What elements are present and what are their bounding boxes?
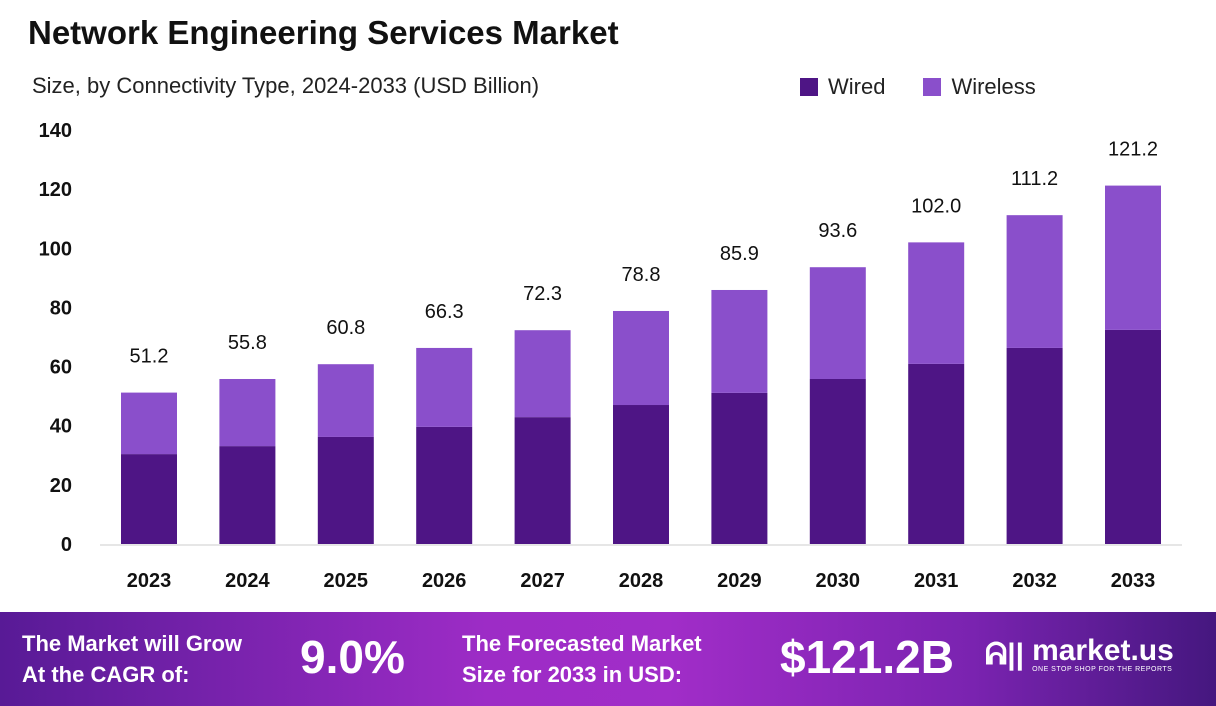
data-label-2027: 72.3 [523,283,562,305]
bar-wireless-2026 [416,347,473,427]
data-label-2030: 93.6 [818,220,857,242]
data-label-2028: 78.8 [622,264,661,286]
legend-swatch-wired [800,78,818,96]
bar-wired-2029 [711,392,768,544]
bar-wireless-2030 [809,267,866,379]
bar-wireless-2028 [613,310,669,406]
bar-wired-2030 [809,378,866,544]
y-tick-label: 60 [50,357,72,379]
x-tick-label: 2028 [619,570,664,592]
cagr-label: The Market will Grow At the CAGR of: [22,628,242,690]
y-tick-label: 40 [50,416,72,438]
y-tick-label: 80 [50,297,72,319]
x-tick-label: 2026 [422,570,467,592]
bar-wired-2023 [121,454,177,544]
bar-wireless-2031 [908,242,965,364]
y-tick-label: 20 [50,475,72,497]
bar-wired-2028 [613,405,669,544]
y-tick-label: 140 [39,120,72,142]
y-tick-label: 0 [61,534,72,556]
bar-wired-2025 [317,436,374,544]
bar-wireless-2029 [711,289,768,393]
legend-item-wired: Wired [800,74,885,100]
x-tick-label: 2025 [324,570,369,592]
legend-label-wireless: Wireless [951,74,1036,99]
bar-wired-2031 [908,363,965,544]
x-tick-label: 2033 [1111,570,1156,592]
data-label-2024: 55.8 [228,332,267,354]
market-us-logo: ᕱ|| market.us ONE STOP SHOP FOR THE REPO… [985,634,1174,674]
x-tick-label: 2024 [225,570,270,592]
cagr-label-line2: At the CAGR of: [22,662,190,687]
footer-banner: The Market will Grow At the CAGR of: 9.0… [0,612,1216,706]
y-tick-label: 100 [39,238,72,260]
bar-wired-2026 [416,426,473,544]
bar-wireless-2032 [1006,215,1063,348]
bar-wireless-2025 [317,364,374,437]
data-label-2023: 51.2 [130,346,169,368]
bar-wireless-2033 [1105,185,1161,330]
forecast-label-line2: Size for 2033 in USD: [462,662,683,687]
market-us-logo-icon: ᕱ|| [985,637,1025,671]
data-label-2031: 102.0 [911,195,961,217]
x-tick-label: 2029 [717,570,762,592]
bar-wired-2033 [1105,329,1161,544]
cagr-label-line1: The Market will Grow [22,631,243,656]
data-label-2033: 121.2 [1108,139,1158,161]
data-label-2032: 111.2 [1011,168,1058,190]
x-tick-label: 2030 [816,570,861,592]
chart-title: Network Engineering Services Market [28,14,619,51]
legend-item-wireless: Wireless [923,74,1036,100]
y-tick-label: 120 [39,179,72,201]
forecast-value: $121.2B [780,631,954,683]
legend-label-wired: Wired [828,74,886,99]
cagr-value: 9.0% [300,631,405,683]
bar-wired-2024 [219,446,276,544]
bar-wired-2032 [1006,347,1063,544]
x-tick-label: 2032 [1012,570,1057,592]
logo-name: market.us [1032,634,1174,667]
legend-swatch-wireless [923,78,942,96]
bar-wireless-2027 [514,330,571,418]
data-label-2025: 60.8 [326,317,365,339]
legend: Wired Wireless [800,74,1036,100]
data-label-2029: 85.9 [720,243,759,265]
data-label-2026: 66.3 [425,301,464,323]
bar-wireless-2023 [121,392,177,455]
x-tick-label: 2023 [127,570,172,592]
x-tick-label: 2027 [520,570,565,592]
logo-tagline: ONE STOP SHOP FOR THE REPORTS [1032,666,1173,673]
bar-wireless-2024 [219,378,276,447]
bar-wired-2027 [514,417,571,544]
bar-chart: 0 20 40 60 80 100 120 140 51.2 2023 55.8 2024 60.8 20… [39,120,1182,592]
chart-subtitle: Size, by Connectivity Type, 2024-2033 (U… [32,73,540,98]
forecast-label-line1: The Forecasted Market [462,631,702,656]
forecast-label: The Forecasted Market Size for 2033 in U… [462,628,702,690]
x-tick-label: 2031 [914,570,959,592]
